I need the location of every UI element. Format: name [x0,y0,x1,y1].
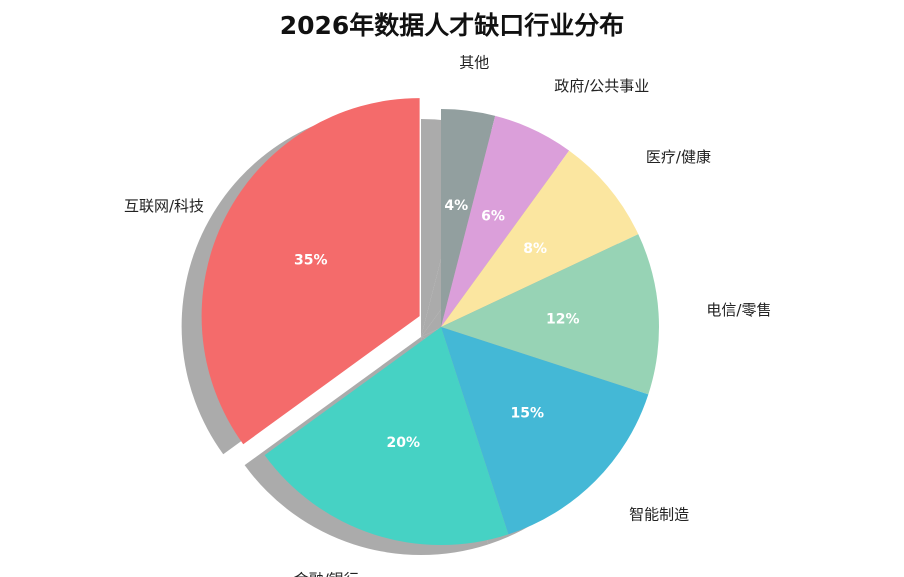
chart-title: 2026年数据人才缺口行业分布 [279,11,625,40]
value-label-金融-银行: 20% [387,435,421,451]
value-label-电信-零售: 12% [546,311,580,327]
pie-slices [201,98,659,546]
pie-slice-政府-公共事业 [441,115,570,327]
pie-slice-电信-零售 [441,234,659,395]
category-label-其他: 其他 [459,54,489,72]
pie-slice-医疗-健康 [441,150,639,327]
value-label-互联网-科技: 35% [294,253,328,269]
category-label-医疗-健康: 医疗/健康 [646,148,711,166]
value-label-医疗-健康: 8% [523,241,547,257]
category-label-智能制造: 智能制造 [629,506,689,524]
value-label-政府-公共事业: 6% [481,209,505,225]
category-label-电信-零售: 电信/零售 [706,301,771,319]
value-label-智能制造: 15% [511,405,545,421]
pie-slice-其他 [441,109,496,327]
category-label-金融-银行: 金融/银行 [294,570,359,577]
pie-value-labels: 4% 6% 8% 12% 15% 20% 35% [294,198,580,451]
value-label-其他: 4% [444,198,468,214]
category-label-互联网-科技: 互联网/科技 [124,197,204,215]
pie-slice-智能制造 [441,327,649,535]
pie-slice-互联网-科技 [201,98,420,445]
category-label-政府-公共事业: 政府/公共事业 [554,77,649,95]
pie-slice-金融-银行 [264,327,509,546]
